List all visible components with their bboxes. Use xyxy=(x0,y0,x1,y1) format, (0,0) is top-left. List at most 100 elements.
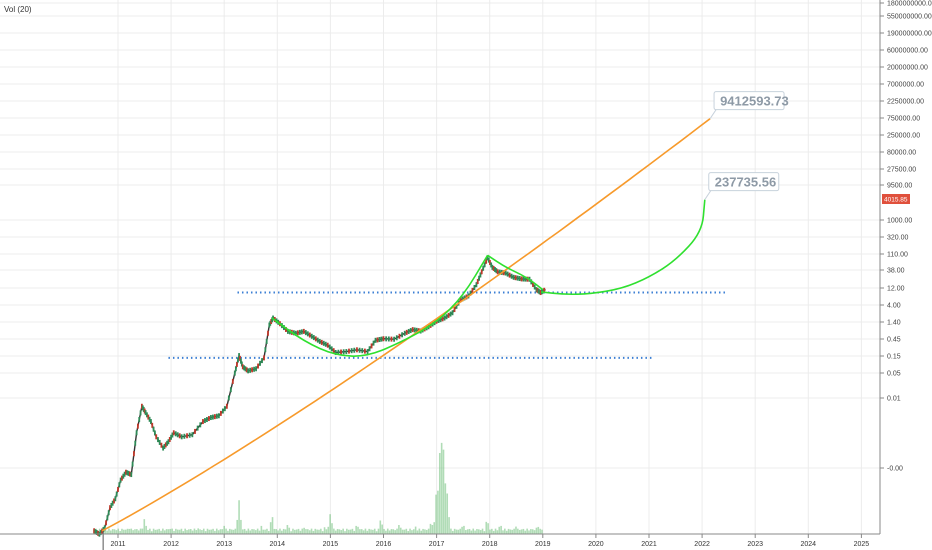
price-candle xyxy=(163,443,166,449)
price-tick-label[interactable]: 1800000000.00 xyxy=(887,1,932,8)
price-candle xyxy=(150,419,152,425)
price-candle xyxy=(403,330,406,336)
price-tick-label[interactable]: 1000.00 xyxy=(887,218,912,225)
price-tick-label[interactable]: 60000000.00 xyxy=(887,48,928,55)
price-candle xyxy=(473,285,476,291)
price-tick-label[interactable]: 0.15 xyxy=(887,354,901,361)
volume-bar xyxy=(169,528,172,534)
time-tick-label[interactable]: 2016 xyxy=(376,541,392,548)
time-tick-label[interactable]: 2015 xyxy=(323,541,339,548)
volume-bar xyxy=(491,528,493,534)
volume-bar xyxy=(271,517,274,534)
volume-bar xyxy=(524,530,527,534)
volume-indicator-label[interactable]: Vol (20) xyxy=(4,5,32,14)
price-axis-ticks[interactable]: 1800000000.00 550000000.00 190000000.00 600… xyxy=(880,1,932,473)
price-candle xyxy=(186,433,188,439)
time-tick-label[interactable]: 2014 xyxy=(270,541,286,548)
volume-bar xyxy=(154,529,157,534)
volume-bar xyxy=(308,530,311,534)
price-candle xyxy=(401,332,403,338)
price-candle xyxy=(539,290,542,296)
volume-bar xyxy=(251,529,253,534)
price-candle xyxy=(168,436,171,442)
price-candle xyxy=(167,439,170,445)
volume-bar xyxy=(366,530,369,534)
time-tick-label[interactable]: 2017 xyxy=(429,541,445,548)
price-tick-label[interactable]: -0.00 xyxy=(887,466,903,473)
volume-bar xyxy=(193,528,196,534)
volume-bar xyxy=(481,528,484,534)
price-tick-label[interactable]: 2250000.00 xyxy=(887,99,924,106)
price-candle xyxy=(524,276,527,282)
volume-bar xyxy=(197,528,199,534)
price-tick-label[interactable]: 9500.00 xyxy=(887,183,912,190)
time-tick-label[interactable]: 2024 xyxy=(801,541,817,548)
price-candle xyxy=(268,322,271,328)
volume-bar xyxy=(165,529,168,534)
volume-bar xyxy=(411,530,413,534)
price-tick-label[interactable]: 190000000.00 xyxy=(887,31,932,38)
time-tick-label[interactable]: 2025 xyxy=(854,541,870,548)
volume-bar xyxy=(117,528,120,534)
price-tick-label[interactable]: 0.01 xyxy=(887,396,901,403)
price-candle xyxy=(496,269,499,275)
price-candle xyxy=(171,432,174,438)
price-tick-label[interactable]: 12.00 xyxy=(887,286,905,293)
price-tick-label[interactable]: 320.00 xyxy=(887,235,909,242)
volume-bar xyxy=(355,525,357,534)
price-candle xyxy=(502,270,505,276)
price-tick-label[interactable]: 0.45 xyxy=(887,337,901,344)
price-candle xyxy=(475,282,478,288)
price-tick-label[interactable]: 250000.00 xyxy=(887,133,920,140)
volume-bar xyxy=(438,453,441,534)
volume-bar xyxy=(427,528,430,534)
volume-bar xyxy=(182,531,185,534)
time-tick-label[interactable]: 2020 xyxy=(588,541,604,548)
price-tick-label[interactable]: 110.00 xyxy=(887,252,908,259)
volume-bar xyxy=(123,529,125,534)
time-tick-label[interactable]: 2021 xyxy=(641,541,657,548)
price-tick-label[interactable]: 0.05 xyxy=(887,371,901,378)
volume-bar xyxy=(364,528,367,534)
price-tick-label[interactable]: 27500.00 xyxy=(887,167,916,174)
volume-bar xyxy=(130,528,133,534)
volume-bar xyxy=(208,529,211,534)
volume-bar xyxy=(167,529,170,534)
volume-bar xyxy=(487,523,489,534)
volume-bar xyxy=(373,528,376,534)
price-candle xyxy=(486,255,489,261)
price-candle xyxy=(122,473,125,479)
volume-bar xyxy=(160,530,162,534)
time-tick-label[interactable]: 2019 xyxy=(535,541,551,548)
volume-bar xyxy=(446,493,449,534)
price-tick-label[interactable]: 750000.00 xyxy=(887,116,920,123)
price-tick-label[interactable]: 1.40 xyxy=(887,320,901,327)
current-price-label: 4015.85 xyxy=(884,197,908,204)
volume-bar xyxy=(405,528,408,534)
price-candle xyxy=(485,258,488,264)
price-candle xyxy=(328,344,331,350)
volume-bar xyxy=(316,529,318,534)
price-tick-label[interactable]: 4.00 xyxy=(887,303,901,310)
volume-bar xyxy=(440,442,443,534)
time-axis-ticks[interactable]: 2011 2012 2013 2014 2015 2016 2017 2018 2019 2020… xyxy=(110,534,869,548)
price-candle xyxy=(240,361,243,367)
volume-bar xyxy=(340,530,343,534)
volume-bar xyxy=(275,529,278,534)
price-candle xyxy=(353,347,356,353)
time-tick-label[interactable]: 2012 xyxy=(163,541,179,548)
price-tick-label[interactable]: 550000000.00 xyxy=(887,14,932,21)
price-tick-label[interactable]: 7000000.00 xyxy=(887,82,924,89)
price-tick-label[interactable]: 80000.00 xyxy=(887,150,916,157)
time-tick-label[interactable]: 2018 xyxy=(482,541,498,548)
price-candle xyxy=(348,348,350,354)
volume-bar xyxy=(530,529,532,534)
price-tick-label[interactable]: 38.00 xyxy=(887,268,905,275)
price-tick-label[interactable]: 20000000.00 xyxy=(887,65,928,72)
time-tick-label[interactable]: 2013 xyxy=(216,541,232,548)
volume-bar xyxy=(204,531,207,534)
time-tick-label[interactable]: 2011 xyxy=(110,541,125,548)
time-tick-label[interactable]: 2022 xyxy=(694,541,710,548)
volume-bar xyxy=(485,521,488,534)
time-tick-label[interactable]: 2023 xyxy=(747,541,763,548)
